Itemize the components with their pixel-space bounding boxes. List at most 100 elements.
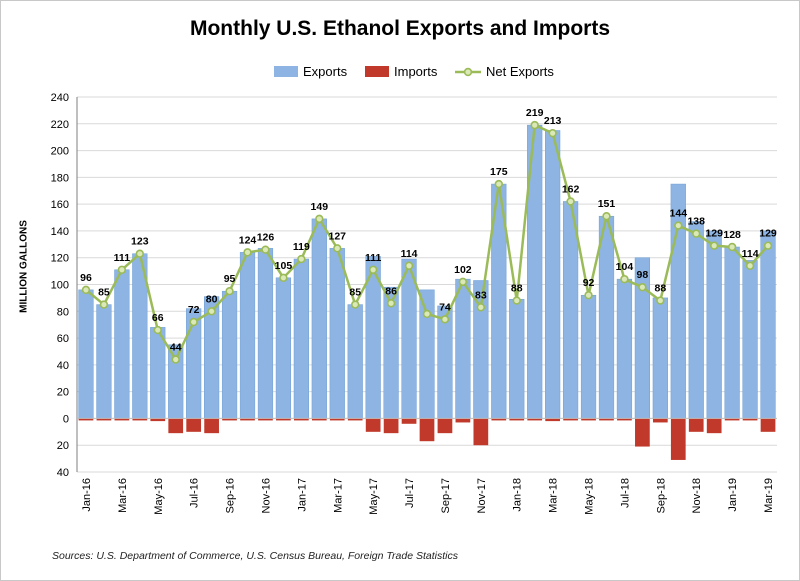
y-tick-label: 40: [57, 360, 69, 372]
net-exports-point: [763, 241, 773, 250]
net-exports-data-label: 114: [401, 248, 418, 260]
imports-bar: [347, 418, 363, 421]
imports-bar: [527, 418, 543, 421]
x-tick-label: Nov-18: [691, 478, 703, 513]
net-exports-data-label: 74: [439, 301, 451, 313]
exports-bar: [616, 278, 633, 419]
exports-bar: [688, 221, 704, 419]
net-exports-data-label: 98: [637, 269, 649, 281]
imports-bar: [455, 418, 471, 423]
net-exports-data-label: 119: [293, 241, 310, 253]
net-exports-point: [189, 317, 198, 327]
y-tick-label: 0: [63, 413, 69, 425]
imports-bar: [617, 418, 632, 421]
exports-bar: [114, 269, 130, 419]
y-tick-label: 100: [51, 280, 69, 292]
x-tick-label: Mar-19: [763, 478, 775, 513]
imports-bar: [545, 418, 560, 422]
x-tick-label: Nov-16: [260, 478, 272, 513]
net-exports-point: [261, 245, 270, 254]
imports-bar: [276, 418, 291, 421]
imports-bar: [724, 418, 740, 421]
net-exports-point: [207, 307, 216, 316]
net-exports-data-label: 72: [188, 304, 200, 316]
y-tick-label: 20: [57, 440, 69, 452]
exports-bar: [275, 277, 292, 419]
x-tick-label: Nov-17: [476, 478, 488, 513]
net-exports-data-label: 129: [705, 228, 723, 240]
legend-net-marker: [463, 67, 473, 77]
imports-bar: [132, 418, 148, 421]
exports-bar: [150, 327, 166, 419]
imports-bar: [581, 418, 596, 421]
net-exports-data-label: 111: [114, 252, 131, 264]
x-tick-label: Jul-17: [404, 478, 416, 508]
x-tick-label: Jan-16: [81, 478, 93, 512]
net-exports-data-label: 96: [80, 272, 92, 284]
net-exports-point: [638, 282, 647, 292]
net-exports-point: [404, 261, 414, 270]
y-tick-label: 200: [51, 146, 69, 158]
imports-bar: [635, 418, 650, 447]
net-exports-data-label: 102: [454, 264, 472, 276]
net-exports-data-label: 66: [152, 312, 164, 324]
net-exports-data-label: 123: [131, 236, 149, 248]
net-exports-point: [494, 179, 503, 189]
imports-bar: [437, 418, 453, 434]
net-exports-point: [512, 296, 521, 305]
net-exports-data-label: 124: [239, 234, 257, 246]
exports-bar: [257, 248, 274, 419]
imports-bar: [311, 418, 327, 421]
net-exports-data-label: 144: [670, 208, 688, 220]
net-exports-data-label: 149: [311, 201, 329, 213]
net-exports-point: [368, 265, 378, 274]
x-tick-label: May-17: [368, 478, 380, 515]
net-exports-point: [530, 120, 539, 130]
y-tick-label: 240: [51, 92, 69, 104]
y-tick-label: 180: [51, 172, 69, 184]
net-exports-point: [745, 261, 755, 270]
y-tick-label: 20: [57, 387, 69, 399]
net-exports-data-label: 138: [687, 216, 705, 228]
net-exports-data-label: 175: [490, 166, 508, 178]
y-tick-label: 60: [57, 333, 69, 345]
legend-imports-label: Imports: [394, 64, 438, 79]
exports-bar: [760, 230, 776, 419]
imports-bar: [473, 418, 489, 446]
exports-bar: [293, 258, 309, 419]
x-tick-label: Sep-16: [225, 478, 237, 513]
net-exports-point: [566, 197, 575, 206]
exports-bar: [239, 252, 256, 419]
imports-bar: [204, 418, 219, 434]
x-tick-label: Jan-18: [512, 478, 524, 512]
net-exports-data-label: 129: [759, 228, 777, 240]
net-exports-data-label: 111: [365, 252, 382, 264]
x-tick-label: Sep-17: [440, 478, 452, 513]
x-tick-label: May-18: [584, 478, 596, 515]
net-exports-point: [422, 309, 432, 319]
source-note: Sources: U.S. Department of Commerce, U.…: [52, 550, 458, 562]
exports-bar: [311, 218, 327, 419]
net-exports-data-label: 162: [562, 183, 580, 195]
net-exports-data-label: 85: [349, 287, 361, 299]
imports-bar: [760, 418, 776, 432]
net-exports-point: [81, 285, 91, 295]
x-tick-label: Mar-16: [117, 478, 129, 513]
net-exports-point: [153, 325, 162, 335]
imports-bar: [491, 418, 507, 421]
net-exports-data-label: 128: [723, 229, 741, 241]
exports-bar: [509, 298, 525, 419]
imports-bar: [114, 418, 130, 421]
net-exports-point: [709, 241, 719, 250]
imports-bar: [670, 418, 686, 460]
exports-bar: [580, 294, 597, 419]
net-exports-data-label: 92: [583, 277, 595, 289]
net-exports-data-label: 83: [475, 289, 487, 301]
exports-bar: [706, 230, 722, 419]
exports-bar: [545, 130, 561, 419]
exports-bar: [598, 215, 615, 419]
net-exports-point: [458, 277, 468, 287]
net-exports-data-label: 213: [544, 115, 562, 127]
exports-bar: [347, 304, 363, 419]
y-tick-label: 160: [51, 199, 69, 211]
